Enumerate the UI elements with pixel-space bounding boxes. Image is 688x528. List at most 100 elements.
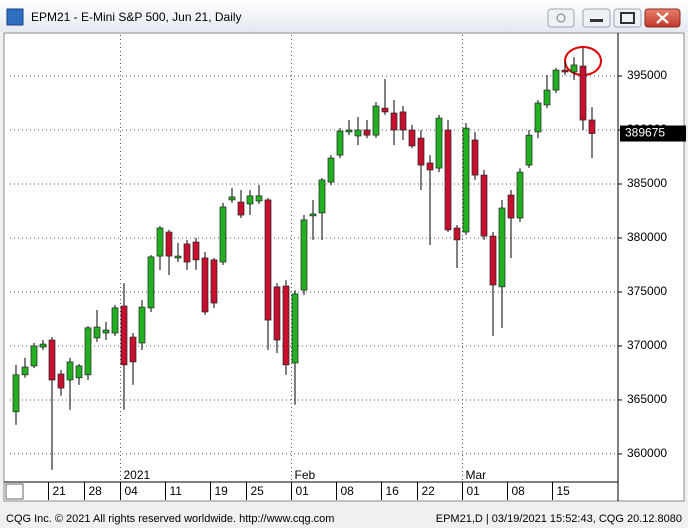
candle-body xyxy=(417,137,425,166)
candle-body xyxy=(66,361,74,381)
candle-body xyxy=(435,117,443,169)
candle-body xyxy=(21,366,29,376)
x-tick-label: 01 xyxy=(467,484,481,498)
candle-body xyxy=(489,235,497,286)
x-tick-label: 28 xyxy=(89,484,103,498)
candle-body xyxy=(507,194,515,219)
candle-body xyxy=(561,69,569,73)
candle-body xyxy=(174,255,182,259)
candle-body xyxy=(255,195,263,202)
window-title: EPM21 - E-Mini S&P 500, Jun 21, Daily xyxy=(31,10,242,24)
x-tick-label: 15 xyxy=(557,484,571,498)
candle-body xyxy=(30,345,38,367)
pin-icon xyxy=(556,13,566,23)
y-tick-label: 365000 xyxy=(627,392,667,406)
candle-body xyxy=(552,69,560,91)
x-tick-label: 19 xyxy=(215,484,229,498)
candle-body xyxy=(480,174,488,237)
candle-body xyxy=(453,227,461,241)
candle-body xyxy=(444,129,452,231)
candle-body xyxy=(426,162,434,171)
candle-body xyxy=(300,219,308,291)
chart-frame xyxy=(3,32,685,502)
candle-body xyxy=(111,307,119,334)
x-tick-label: 25 xyxy=(251,484,265,498)
candle-body xyxy=(363,129,371,136)
candle-body xyxy=(408,129,416,147)
candle-body xyxy=(399,111,407,131)
period-label: Mar xyxy=(466,468,487,482)
candle-body xyxy=(138,306,146,344)
candle-body xyxy=(12,374,20,413)
candle-body xyxy=(246,195,254,205)
close-icon xyxy=(656,12,669,24)
candle-body xyxy=(237,201,245,216)
candle-body xyxy=(57,373,65,389)
footer-right: EPM21,D | 03/19/2021 15:52:43, CQG 20.12… xyxy=(436,513,682,525)
last-price-label: 389675 xyxy=(625,126,665,140)
candle-body xyxy=(534,102,542,133)
candle-body xyxy=(462,127,470,233)
scroll-box[interactable] xyxy=(5,483,24,500)
candle-body xyxy=(273,286,281,341)
candle-body xyxy=(516,171,524,219)
candle-body xyxy=(579,65,587,121)
x-tick-label: 22 xyxy=(422,484,436,498)
candle-body xyxy=(381,107,389,113)
candle-body xyxy=(498,207,506,288)
candle-body xyxy=(201,257,209,313)
candle-body xyxy=(543,89,551,106)
candle-body xyxy=(93,326,101,339)
x-tick-label: 21 xyxy=(53,484,67,498)
candle-body xyxy=(219,206,227,263)
pin-button[interactable] xyxy=(547,8,575,28)
y-tick-label: 360000 xyxy=(627,446,667,460)
minimize-icon xyxy=(590,19,603,22)
y-tick-label: 380000 xyxy=(627,230,667,244)
candle-body xyxy=(120,305,128,366)
x-tick-label: 08 xyxy=(512,484,526,498)
x-tick-label: 01 xyxy=(296,484,310,498)
app-icon xyxy=(6,8,24,26)
last-price-box xyxy=(620,125,686,142)
candle-body xyxy=(192,241,200,261)
candle-body xyxy=(84,327,92,376)
candle-body xyxy=(354,129,362,137)
x-tick-label: 16 xyxy=(386,484,400,498)
plot: 3600003650003700003750003800003850003900… xyxy=(10,35,686,500)
candle-body xyxy=(309,213,317,217)
candle-body xyxy=(372,105,380,136)
candle-body xyxy=(345,129,353,133)
candle-body xyxy=(48,339,56,381)
candle-body xyxy=(336,130,344,156)
candle-body xyxy=(102,329,110,334)
period-label: Feb xyxy=(295,468,316,482)
candle-body xyxy=(147,256,155,309)
y-tick-label: 375000 xyxy=(627,284,667,298)
candle-body xyxy=(39,343,47,348)
candle-body xyxy=(291,293,299,364)
candle-body xyxy=(282,285,290,366)
y-tick-label: 395000 xyxy=(627,68,667,82)
x-tick-label: 08 xyxy=(341,484,355,498)
candle-body xyxy=(183,243,191,263)
candle-body xyxy=(228,196,236,201)
candle-body xyxy=(318,179,326,214)
minimize-button[interactable] xyxy=(582,8,611,28)
candle-body xyxy=(264,199,272,321)
candle-body xyxy=(327,157,335,183)
candle-body xyxy=(210,259,218,304)
y-tick-label: 370000 xyxy=(627,338,667,352)
y-tick-label: 385000 xyxy=(627,176,667,190)
candle-body xyxy=(471,139,479,176)
footer-left: CQG Inc. © 2021 All rights reserved worl… xyxy=(6,513,334,525)
candle-body xyxy=(588,119,596,134)
candle-body xyxy=(570,64,578,73)
candle-body xyxy=(75,365,83,379)
candle-body xyxy=(525,134,533,166)
candle-body xyxy=(156,227,164,257)
candle-body xyxy=(165,231,173,257)
candle-body xyxy=(129,336,137,363)
maximize-button[interactable] xyxy=(613,8,642,28)
